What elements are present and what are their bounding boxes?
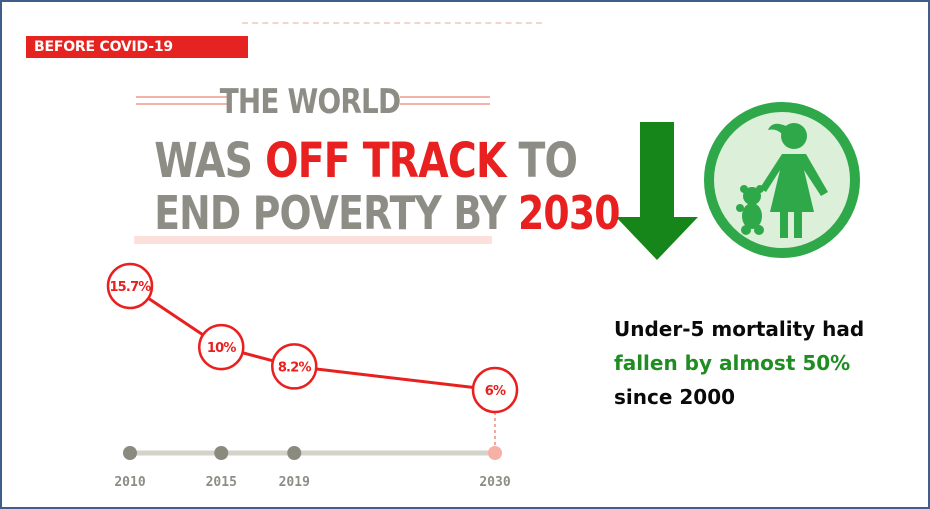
child-with-teddy-bear-icon [704,102,860,258]
down-arrow-icon [616,122,698,260]
top-dashed-divider [242,22,542,24]
x-tick-label-2019: 2019 [279,475,310,490]
series-line [129,284,496,392]
timeline-dot-2010 [123,446,137,460]
headline-line-3: END POVERTY BY 2030 [154,188,620,238]
data-point-2019 [271,343,318,390]
data-label-2015: 10% [207,341,236,356]
mortality-statement: Under-5 mortality had fallen by almost 5… [614,312,914,414]
headline-was: WAS [154,133,266,189]
data-point-2010 [106,262,154,310]
data-label-2019: 8.2% [278,360,312,375]
data-label-2030: 6% [485,384,506,399]
x-tick-label-2010: 2010 [114,475,145,490]
x-tick-label-2015: 2015 [206,475,237,490]
headline-line-2: WAS OFF TRACK TO [154,133,578,189]
timeline-dot-2019 [287,446,302,460]
headline-the-world: THE WORLD [219,82,401,122]
stat-line-2: fallen by almost 50% [614,351,851,375]
headline-off-track: OFF TRACK [265,133,506,189]
stat-line-3: since 2000 [614,385,736,409]
data-label-2010: 15.7% [109,280,151,295]
timeline-dot-2030 [488,446,502,460]
headline-end-poverty-by: END POVERTY BY [154,186,518,240]
before-covid-badge: BEFORE COVID-19 [26,36,248,58]
headline-line-1: THE WORLD [154,82,466,122]
poverty-line-chart: 2010 2015 2019 2030 15.7% 10% 8.2% 6% [106,262,519,490]
stat-line-1: Under-5 mortality had [614,317,865,341]
headline-rule-right-2 [400,103,490,105]
headline-to: TO [505,133,579,189]
headline-2030: 2030 [517,186,621,240]
timeline-dot-2015 [214,446,229,460]
data-point-2015 [198,323,245,371]
x-tick-label-2030: 2030 [479,475,510,490]
headline-underline [134,236,492,244]
data-point-2030 [471,366,519,414]
headline-rule-left-2 [136,103,230,105]
headline-rule-left [136,96,230,98]
headline-rule-right [400,96,490,98]
